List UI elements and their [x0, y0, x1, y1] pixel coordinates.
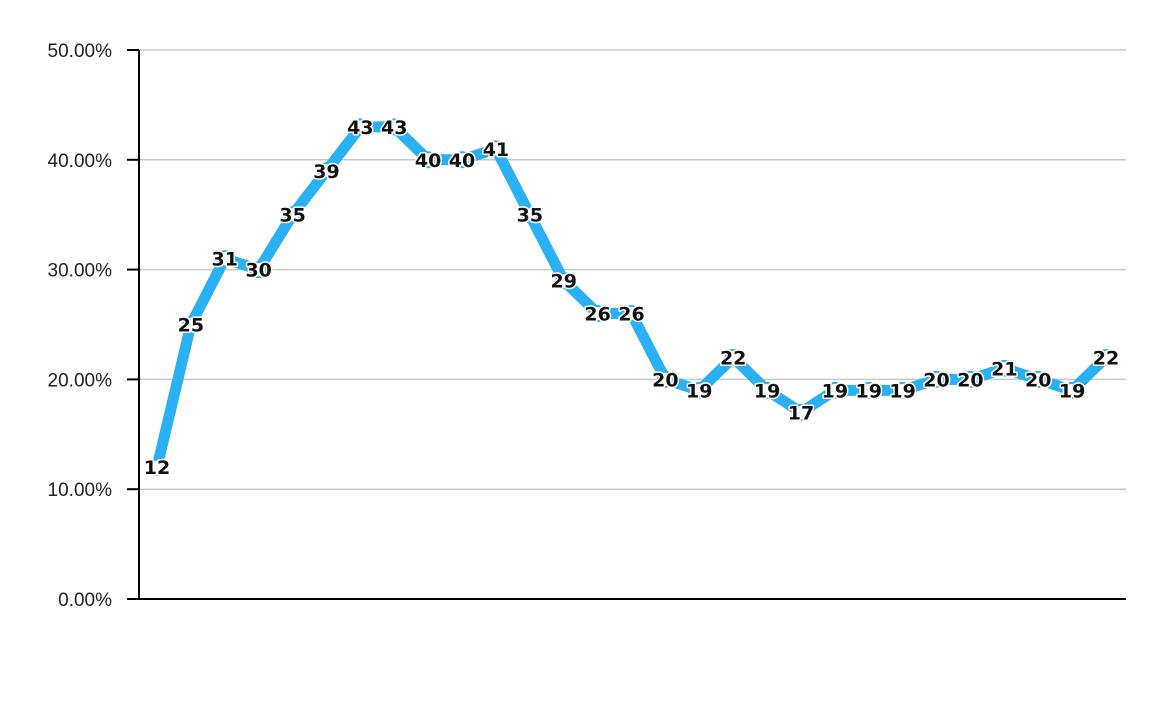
data-label: 22: [1093, 347, 1119, 369]
data-label: 35: [279, 205, 305, 227]
data-point: [1063, 381, 1081, 399]
data-label: 19: [1059, 380, 1085, 402]
data-point: [690, 381, 708, 399]
data-point: [928, 370, 946, 388]
data-label: 20: [957, 369, 983, 391]
data-point: [284, 206, 302, 224]
data-label: 19: [686, 380, 712, 402]
data-label: 43: [347, 117, 373, 139]
data-point: [216, 250, 234, 268]
data-point: [487, 140, 505, 158]
data-labels: 12 25 31 30 35 39 43 43 40 40 41 35 29 26 26 20 19 22 19 17…: [142, 115, 1120, 480]
data-label: 41: [483, 139, 509, 161]
data-point: [995, 359, 1013, 377]
data-point: [589, 305, 607, 323]
data-label: 25: [178, 315, 204, 337]
data-point: [623, 305, 640, 323]
data-label: 19: [856, 380, 882, 402]
data-label: 22: [720, 347, 746, 369]
series-line: [151, 121, 1112, 473]
data-label: 26: [618, 304, 644, 326]
data-point: [521, 206, 539, 224]
data-point: [894, 381, 912, 399]
data-label: 19: [822, 380, 848, 402]
data-point: [826, 381, 844, 399]
data-point: [792, 403, 810, 421]
data-point: [250, 261, 268, 279]
data-point: [860, 381, 878, 399]
data-label: 40: [449, 150, 475, 172]
data-point: [419, 151, 437, 169]
data-point: [1097, 348, 1115, 366]
data-label: 19: [889, 380, 915, 402]
data-point: [555, 272, 573, 290]
data-point: [656, 370, 674, 388]
y-tick-label: 50.00%: [48, 41, 113, 62]
data-markers: [148, 118, 1115, 476]
y-tick-label: 0.00%: [58, 590, 112, 611]
y-tick-label: 30.00%: [48, 261, 113, 282]
y-axis-ticks: 0.00% 10.00% 20.00% 30.00% 40.00% 50.00%: [48, 41, 139, 611]
data-label: 39: [313, 161, 339, 183]
data-label: 35: [517, 205, 543, 227]
data-point: [453, 151, 471, 169]
gridlines: [139, 49, 1126, 490]
data-label: 40: [415, 150, 441, 172]
data-label: 20: [923, 369, 949, 391]
data-point: [148, 458, 166, 476]
data-label: 29: [550, 271, 576, 293]
data-point: [724, 348, 742, 366]
data-label: 30: [245, 260, 271, 282]
data-point: [317, 162, 335, 180]
data-point: [1029, 370, 1047, 388]
data-label: 12: [144, 457, 170, 479]
data-label: 20: [652, 369, 678, 391]
data-label: 43: [381, 117, 407, 139]
y-tick-label: 20.00%: [48, 370, 113, 391]
y-tick-label: 10.00%: [48, 480, 113, 501]
data-point: [758, 381, 776, 399]
data-label: 21: [991, 358, 1017, 380]
y-tick-label: 40.00%: [48, 151, 113, 172]
data-label: 26: [584, 304, 610, 326]
data-point: [182, 316, 200, 333]
data-point: [351, 118, 369, 136]
data-label: 31: [212, 249, 238, 271]
data-label: 20: [1025, 369, 1051, 391]
data-point: [961, 370, 979, 388]
data-label: 17: [788, 402, 814, 424]
data-point: [385, 118, 403, 136]
data-label: 19: [754, 380, 780, 402]
